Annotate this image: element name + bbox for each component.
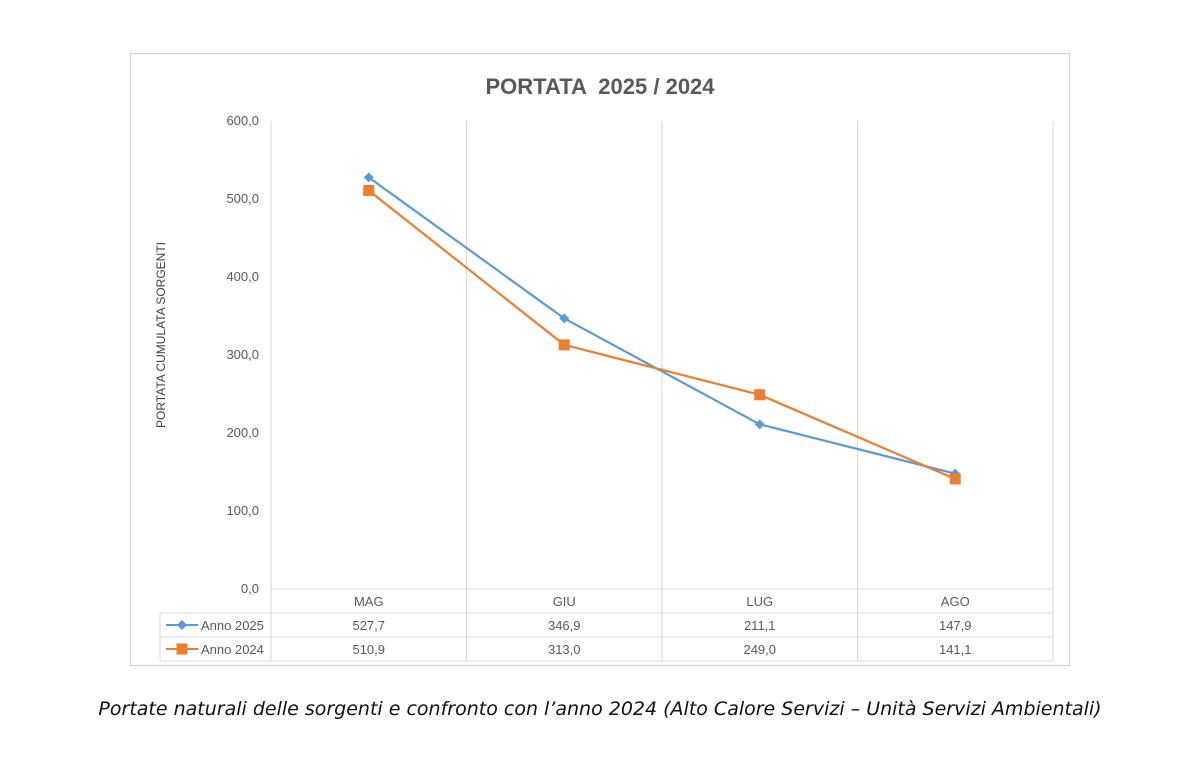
grid-layer — [270, 121, 1054, 661]
y-tick-label: 600,0 — [226, 113, 259, 128]
legend-label: Anno 2024 — [201, 642, 264, 657]
x-tick-label: MAG — [354, 594, 384, 609]
data-point — [559, 313, 570, 324]
table-value: 147,9 — [939, 618, 972, 633]
data-point — [363, 184, 375, 196]
y-tick-label: 200,0 — [226, 425, 259, 440]
data-point — [754, 419, 765, 430]
series-layer — [363, 172, 961, 485]
chart-frame: PORTATA 2025 / 2024 PORTATA CUMULATA SOR… — [130, 53, 1070, 666]
legend-key-marker — [176, 643, 188, 655]
data-point — [558, 339, 570, 351]
legend-key-marker — [177, 620, 187, 630]
chart-title: PORTATA 2025 / 2024 — [485, 74, 715, 99]
x-tick-label: GIU — [553, 594, 576, 609]
table-value: 527,7 — [352, 618, 385, 633]
table-value: 313,0 — [548, 642, 581, 657]
y-tick-label: 0,0 — [241, 581, 259, 596]
table-value: 249,0 — [743, 642, 776, 657]
x-tick-label: LUG — [746, 594, 773, 609]
data-point — [949, 473, 961, 485]
line-chart: PORTATA 2025 / 2024 PORTATA CUMULATA SOR… — [154, 74, 1054, 662]
y-tick-labels: 0,0 100,0 200,0 300,0 400,0 500,0 600,0 — [226, 113, 259, 596]
y-tick-label: 400,0 — [226, 269, 259, 284]
y-tick-label: 500,0 — [226, 191, 259, 206]
data-table: MAG GIU LUG AGO Anno 2025 527,7 346,9 211,1 147,… — [159, 594, 1053, 662]
series-line-anno-2024 — [368, 189, 956, 480]
table-value: 510,9 — [352, 642, 385, 657]
table-value: 211,1 — [744, 618, 776, 633]
x-tick-label: AGO — [941, 594, 970, 609]
series-line-anno-2025 — [368, 176, 956, 475]
y-axis-label: PORTATA CUMULATA SORGENTI — [154, 242, 168, 428]
table-value: 141,1 — [939, 642, 972, 657]
table-value: 346,9 — [548, 618, 581, 633]
y-tick-label: 300,0 — [226, 347, 259, 362]
data-point — [754, 389, 766, 401]
figure-caption: Portate naturali delle sorgenti e confro… — [98, 698, 1102, 720]
y-tick-label: 100,0 — [226, 503, 259, 518]
legend-label: Anno 2025 — [201, 618, 264, 633]
data-point — [363, 172, 374, 183]
